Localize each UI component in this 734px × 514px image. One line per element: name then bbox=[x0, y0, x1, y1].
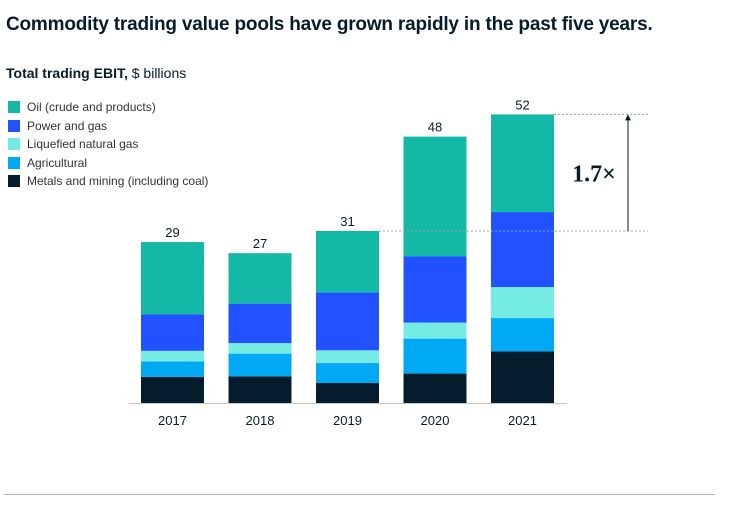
legend-item-oil: Oil (crude and products) bbox=[8, 98, 208, 117]
bar-segment-liquefied-natural-gas-2018 bbox=[228, 343, 292, 354]
bar-segment-liquefied-natural-gas-2019 bbox=[316, 350, 379, 364]
x-tick-label-2017: 2017 bbox=[158, 413, 187, 428]
bar-segment-liquefied-natural-gas-2021 bbox=[491, 287, 554, 319]
bar-segment-agricultural-2017 bbox=[141, 361, 204, 377]
bar-segment-liquefied-natural-gas-2020 bbox=[403, 322, 467, 339]
legend-label-lng: Liquefied natural gas bbox=[27, 137, 139, 152]
legend-item-metals: Metals and mining (including coal) bbox=[8, 172, 208, 191]
chart-legend: Oil (crude and products) Power and gas L… bbox=[8, 98, 208, 191]
legend-item-power-gas: Power and gas bbox=[8, 117, 208, 136]
annotation-arrow-head bbox=[625, 114, 631, 121]
legend-label-agricultural: Agricultural bbox=[27, 155, 88, 170]
chart-headline: Commodity trading value pools have grown… bbox=[6, 14, 653, 35]
bar-segment-metals-and-mining-including-coal-2017 bbox=[141, 376, 204, 403]
bar-total-label-2018: 27 bbox=[253, 236, 267, 251]
bar-segment-liquefied-natural-gas-2017 bbox=[141, 350, 204, 362]
bar-segment-metals-and-mining-including-coal-2018 bbox=[228, 376, 292, 403]
legend-swatch-lng bbox=[8, 138, 20, 151]
annotation-multiplier-label: 1.7× bbox=[572, 162, 616, 188]
bar-segment-power-and-gas-2020 bbox=[403, 256, 467, 323]
legend-label-oil: Oil (crude and products) bbox=[27, 100, 156, 115]
bar-segment-metals-and-mining-including-coal-2021 bbox=[491, 351, 554, 403]
legend-item-lng: Liquefied natural gas bbox=[8, 135, 208, 154]
x-tick-label-2020: 2020 bbox=[421, 413, 450, 428]
legend-swatch-power-gas bbox=[8, 119, 20, 132]
footer-divider bbox=[4, 494, 715, 495]
bar-segment-power-and-gas-2021 bbox=[491, 212, 554, 288]
bar-segment-metals-and-mining-including-coal-2020 bbox=[403, 373, 467, 403]
bar-segment-oil-crude-and-products-2018 bbox=[228, 253, 292, 304]
bar-segment-power-and-gas-2017 bbox=[141, 314, 204, 351]
x-tick-label-2021: 2021 bbox=[508, 413, 537, 428]
legend-label-power-gas: Power and gas bbox=[27, 118, 108, 133]
bar-total-label-2020: 48 bbox=[428, 120, 442, 135]
legend-label-metals: Metals and mining (including coal) bbox=[27, 174, 209, 189]
bar-segment-power-and-gas-2018 bbox=[228, 303, 292, 344]
bar-segment-agricultural-2021 bbox=[491, 318, 554, 352]
legend-swatch-metals bbox=[8, 175, 20, 188]
bar-segment-agricultural-2020 bbox=[403, 338, 467, 374]
bar-segment-power-and-gas-2019 bbox=[316, 292, 379, 351]
bar-segment-metals-and-mining-including-coal-2019 bbox=[316, 383, 379, 403]
legend-item-agricultural: Agricultural bbox=[8, 154, 208, 173]
bar-total-label-2021: 52 bbox=[515, 97, 529, 112]
bar-segment-oil-crude-and-products-2019 bbox=[316, 230, 379, 293]
bar-segment-oil-crude-and-products-2017 bbox=[141, 242, 204, 315]
stacked-bar-chart: 29 2017 27 2018 31 2019 48 2020 52 2021 1.7× bbox=[129, 97, 648, 428]
x-tick-label-2018: 2018 bbox=[246, 413, 275, 428]
legend-swatch-oil bbox=[8, 101, 20, 114]
bar-total-label-2019: 31 bbox=[340, 214, 354, 229]
bar-segment-agricultural-2018 bbox=[228, 353, 292, 377]
bar-total-label-2017: 29 bbox=[165, 225, 179, 240]
legend-swatch-agricultural bbox=[8, 156, 20, 169]
x-tick-label-2019: 2019 bbox=[333, 413, 362, 428]
subtitle-metric: Total trading EBIT, bbox=[6, 65, 128, 81]
bar-segment-agricultural-2019 bbox=[316, 363, 379, 384]
subtitle-unit: $ billions bbox=[127, 65, 187, 81]
bar-segment-oil-crude-and-products-2021 bbox=[491, 114, 554, 213]
chart-subtitle: Total trading EBIT, $ billions bbox=[6, 65, 186, 81]
bar-segment-oil-crude-and-products-2020 bbox=[403, 136, 467, 257]
